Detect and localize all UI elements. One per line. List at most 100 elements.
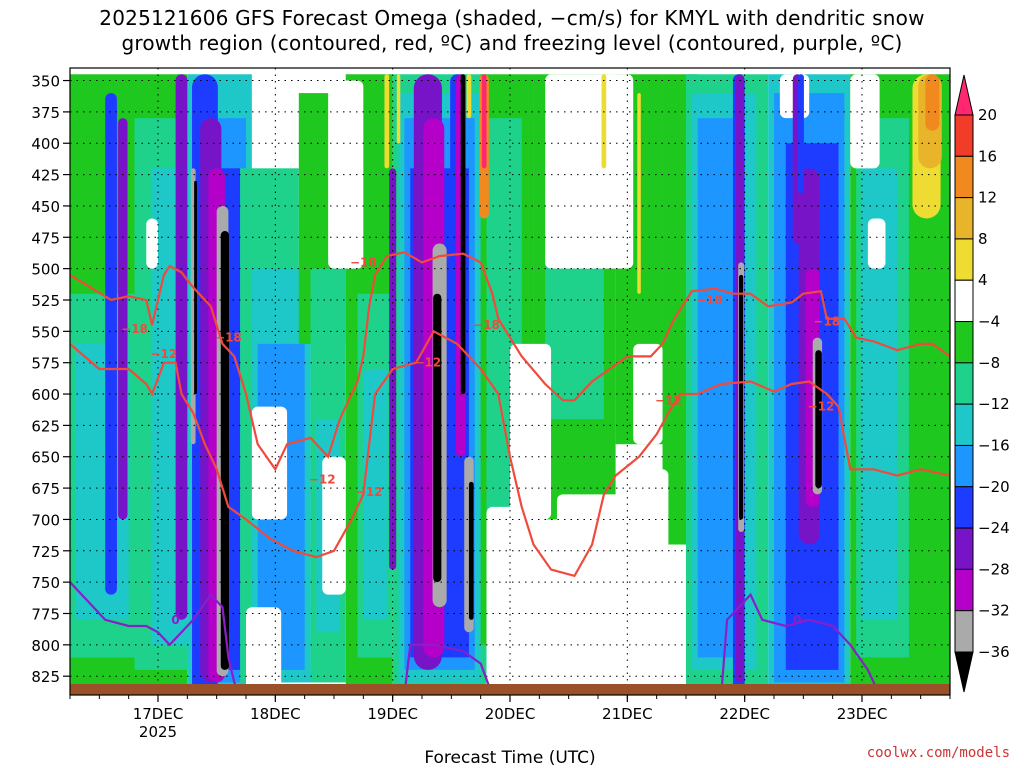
omega-column bbox=[925, 74, 940, 131]
contour-minus12 bbox=[70, 329, 950, 578]
contour-minus18 bbox=[70, 251, 950, 472]
contour-label: −18 bbox=[350, 255, 377, 269]
colorbar-label: −32 bbox=[978, 602, 1010, 620]
y-tick-label: 725 bbox=[31, 543, 60, 561]
x-tick-label: 17DEC bbox=[133, 705, 184, 723]
omega-weak-region bbox=[246, 607, 282, 695]
y-tick-label: 675 bbox=[31, 480, 60, 498]
contour-label: −12 bbox=[655, 393, 682, 407]
colorbar: 20 16 12 8 4 −4 −8 −12 −16 −20 −24 −28 −32 −36 bbox=[954, 74, 1010, 693]
omega-weak-region bbox=[510, 343, 552, 520]
x-tick-label: 18DEC bbox=[250, 705, 301, 723]
colorbar-segment bbox=[954, 321, 974, 364]
contour-labels: −18−18−18−18−18−18−12−12−12 −12−12−120 0 bbox=[121, 255, 840, 626]
contour-label: −12 bbox=[808, 400, 835, 414]
colorbar-segment bbox=[954, 238, 974, 281]
y-tick-label: 750 bbox=[31, 574, 60, 592]
omega-column bbox=[105, 93, 117, 595]
colorbar-segment bbox=[954, 197, 974, 240]
contour-label: −18 bbox=[813, 314, 840, 328]
x-axis-title: Forecast Time (UTC) bbox=[424, 748, 595, 768]
colorbar-segment bbox=[954, 155, 974, 199]
colorbar-label: −28 bbox=[978, 560, 1010, 578]
credit-text: coolwx.com/models bbox=[867, 745, 1010, 761]
y-tick-label: 575 bbox=[31, 355, 60, 373]
contour-label: −12 bbox=[150, 347, 177, 361]
contour-lines bbox=[70, 251, 950, 695]
omega-column bbox=[601, 74, 607, 169]
y-tick-label: 775 bbox=[31, 605, 60, 623]
y-tick-label: 600 bbox=[31, 386, 60, 404]
contour-label: −12 bbox=[309, 472, 336, 486]
contour-label: −18 bbox=[696, 293, 723, 307]
omega-column bbox=[384, 74, 390, 169]
y-tick-label: 525 bbox=[31, 292, 60, 310]
y-tick-label: 375 bbox=[31, 104, 60, 122]
omega-weak-region bbox=[650, 469, 669, 595]
colorbar-segment bbox=[954, 114, 974, 157]
colorbar-arrow-bottom bbox=[954, 651, 974, 693]
colorbar-label: 8 bbox=[978, 230, 988, 248]
omega-weak-region bbox=[328, 80, 364, 269]
y-tick-label: 625 bbox=[31, 417, 60, 435]
contour-label: 0 bbox=[793, 613, 801, 627]
y-tick-label: 400 bbox=[31, 135, 60, 153]
y-tick-label: 700 bbox=[31, 511, 60, 529]
colorbar-label: −16 bbox=[978, 436, 1010, 454]
colorbar-label: 4 bbox=[978, 271, 988, 289]
y-tick-label: 350 bbox=[31, 73, 60, 91]
omega-column bbox=[481, 74, 487, 169]
omega-column bbox=[220, 231, 229, 670]
colorbar-label: −36 bbox=[978, 643, 1010, 661]
x-tick-label: 21DEC bbox=[602, 705, 653, 723]
x-tick-label: 19DEC bbox=[367, 705, 418, 723]
contour-label: −18 bbox=[215, 331, 242, 345]
omega-weak-region bbox=[556, 494, 651, 695]
contour-label: −12 bbox=[356, 485, 383, 499]
omega-weak-region bbox=[850, 74, 880, 169]
colorbar-label: −8 bbox=[978, 354, 1000, 372]
y-tick-label: 450 bbox=[31, 198, 60, 216]
y-tick-label: 425 bbox=[31, 167, 60, 185]
colorbar-label: −20 bbox=[978, 478, 1010, 496]
colorbar-label: 12 bbox=[978, 189, 997, 207]
colorbar-segment bbox=[954, 486, 974, 529]
contour-freezing-level bbox=[720, 592, 881, 695]
omega-column bbox=[175, 74, 188, 620]
colorbar-segment bbox=[954, 444, 974, 488]
x-tick-label: 23DEC bbox=[837, 705, 888, 723]
omega-field bbox=[70, 68, 950, 695]
contour-label: −18 bbox=[121, 322, 148, 336]
y-tick-label: 825 bbox=[31, 668, 60, 686]
y-tick-label: 550 bbox=[31, 323, 60, 341]
contour-label: −12 bbox=[414, 356, 441, 370]
colorbar-label: −24 bbox=[978, 519, 1010, 537]
y-tick-label: 475 bbox=[31, 229, 60, 247]
colorbar-label: 20 bbox=[978, 106, 997, 124]
omega-weak-region bbox=[486, 506, 546, 695]
contour-label: −18 bbox=[473, 318, 500, 332]
omega-column bbox=[396, 74, 401, 144]
y-tick-label: 650 bbox=[31, 449, 60, 467]
omega-column bbox=[798, 74, 804, 194]
omega-column bbox=[466, 74, 472, 119]
colorbar-label: 16 bbox=[978, 147, 997, 165]
chart-title-line2: growth region (contoured, red, ºC) and f… bbox=[121, 31, 903, 55]
colorbar-segment bbox=[954, 610, 974, 653]
y-axis: 350 375 400 425 450 475 500 525 550 575 600 625 650 6… bbox=[31, 73, 70, 686]
omega-column bbox=[118, 118, 128, 520]
chart-title-line1: 2025121606 GFS Forecast Omega (shaded, −… bbox=[99, 6, 925, 30]
contour-freezing-level bbox=[403, 643, 494, 695]
omega-column bbox=[815, 350, 822, 489]
colorbar-segment bbox=[954, 362, 974, 405]
colorbar-segment bbox=[954, 527, 974, 570]
omega-column bbox=[460, 74, 466, 395]
y-tick-label: 800 bbox=[31, 637, 60, 655]
omega-weak-region bbox=[251, 406, 288, 520]
colorbar-label: −4 bbox=[978, 313, 1000, 331]
omega-band bbox=[363, 368, 387, 620]
colorbar-arrow-top bbox=[954, 74, 974, 116]
colorbar-label: −12 bbox=[978, 395, 1010, 413]
contour-label: 0 bbox=[171, 613, 179, 627]
omega-column bbox=[468, 481, 474, 620]
